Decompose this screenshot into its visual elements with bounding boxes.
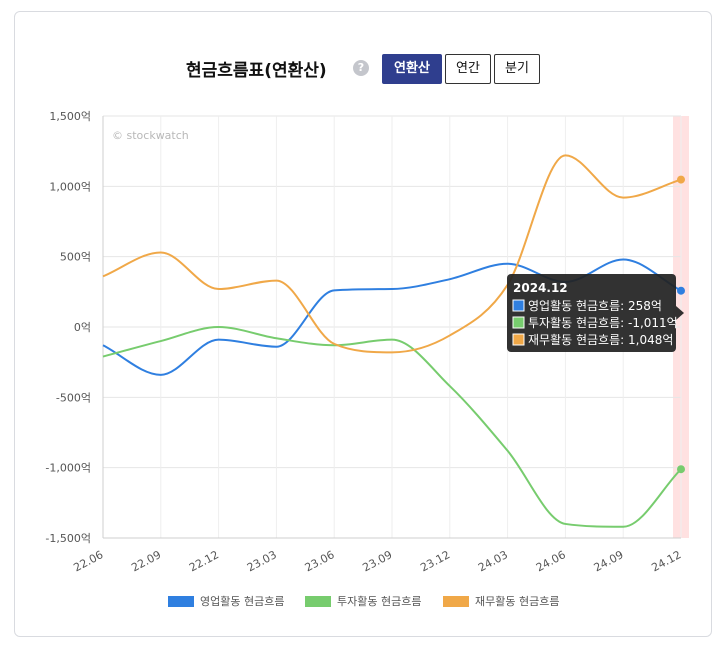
y-tick-label: 1,500억 [49,110,91,123]
x-tick-label: 23.09 [360,548,394,574]
y-tick-label: -1,000억 [45,462,91,475]
legend-swatch[interactable] [168,596,194,607]
tab-quarterly[interactable]: 분기 [494,54,540,84]
y-tick-label: 1,000억 [49,180,91,193]
tooltip-title: 2024.12 [513,281,568,295]
legend: 영업활동 현금흐름 투자활동 현금흐름 재무활동 현금흐름 [168,594,559,608]
data-point[interactable] [677,286,685,295]
y-tick-label: 0억 [74,321,91,334]
help-icon[interactable]: ? [353,60,369,76]
watermark: © stockwatch [112,129,189,142]
series-line-1 [102,325,682,528]
legend-label[interactable]: 투자활동 현금흐름 [337,594,421,608]
data-point[interactable] [677,465,685,474]
tooltip: 2024.12 영업활동 현금흐름: 258억 투자활동 현금흐름: -1,01… [507,274,684,352]
tab-annual[interactable]: 연간 [445,54,491,84]
legend-label[interactable]: 재무활동 현금흐름 [475,594,559,608]
x-tick-label: 23.06 [303,548,337,574]
y-tick-label: -500억 [56,391,91,404]
data-point[interactable] [677,175,685,184]
tooltip-row-financing: 재무활동 현금흐름: 1,048억 [528,333,673,347]
x-tick-label: 24.09 [592,548,626,574]
x-tick-label: 22.06 [71,548,105,574]
tooltip-swatch-investing [512,316,525,329]
x-tick-label: 24.12 [649,548,683,574]
legend-label[interactable]: 영업활동 현금흐름 [200,594,284,608]
x-tick-label: 24.06 [534,548,568,574]
tooltip-row-operating: 영업활동 현금흐름: 258억 [528,299,662,313]
page-title: 현금흐름표(연환산) [186,61,327,81]
series-points [677,175,685,474]
x-tick-label: 23.12 [418,548,452,574]
x-tick-label: 24.03 [476,548,510,574]
legend-swatch[interactable] [305,596,331,607]
x-axis: 22.06 22.09 22.12 23.03 23.06 23.09 23.12 24.03… [71,537,683,574]
grid-lines [102,115,682,539]
x-tick-label: 23.03 [245,548,279,574]
tooltip-row-investing: 투자활동 현금흐름: -1,011억 [528,316,678,330]
x-tick-label: 22.09 [129,548,163,574]
tab-annualized[interactable]: 연환산 [382,54,442,84]
legend-swatch[interactable] [443,596,469,607]
x-tick-label: 22.12 [187,548,221,574]
series-line-2 [102,154,682,354]
tooltip-swatch-operating [512,299,525,312]
y-tick-label: -1,500억 [45,532,91,545]
y-axis: 1,500억 1,000억 500억 0억 -500억 -1,000억 -1,500억 [45,110,104,545]
y-tick-label: 500억 [60,251,91,264]
tooltip-swatch-financing [512,333,525,346]
